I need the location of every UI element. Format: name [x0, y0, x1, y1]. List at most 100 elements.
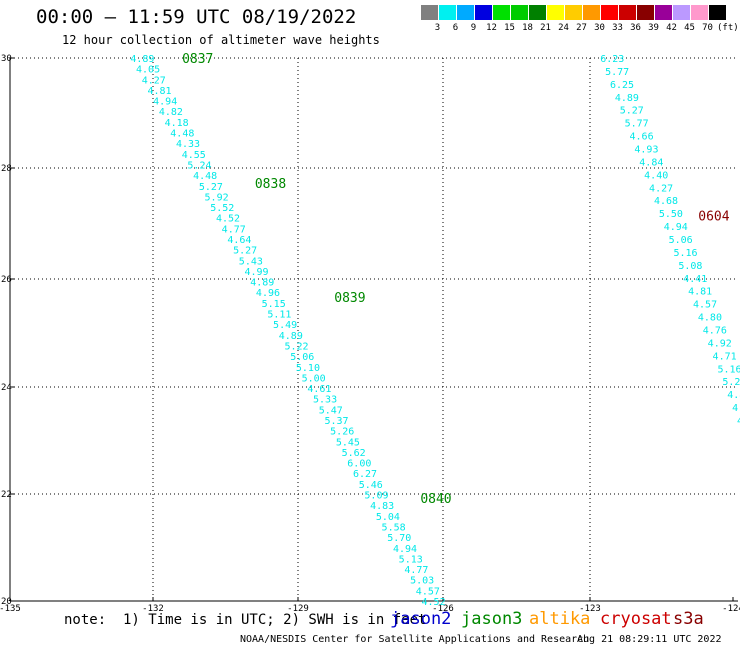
- pass-time-label: 0604: [698, 209, 729, 224]
- wave-height-value: 5.33: [313, 395, 337, 406]
- wave-height-value: 5.77: [625, 119, 649, 130]
- legend-label: 30: [594, 23, 605, 33]
- credit-line: NOAA/NESDIS Center for Satellite Applica…: [240, 634, 590, 645]
- legend-swatch: [547, 5, 564, 20]
- wave-height-value: 4.80: [698, 313, 722, 324]
- wave-height-value: 4.81: [688, 287, 712, 298]
- wave-height-value: 5.49: [273, 320, 297, 331]
- legend-label: 21: [540, 23, 551, 33]
- wave-height-value: 5.03: [410, 576, 434, 587]
- wave-height-value: 5.26: [330, 427, 354, 438]
- wave-height-value: 5.62: [342, 448, 366, 459]
- legend-label: 45: [684, 23, 695, 33]
- y-tick-label: 30: [1, 54, 12, 64]
- wave-height-value: 4.94: [664, 222, 688, 233]
- wave-height-value: 4.89: [130, 54, 154, 65]
- legend-label: 24: [558, 23, 569, 33]
- legend-swatch: [709, 5, 726, 20]
- wave-height-value: 4.84: [639, 157, 663, 168]
- footer-note: note: 1) Time is in UTC; 2) SWH is in fe…: [64, 612, 427, 628]
- wave-height-value: 4.64: [227, 235, 251, 246]
- satellite-s3a: s3a: [673, 609, 704, 629]
- color-scale-legend: 3 6 9 12 15 18 21 24 27 30 33 36 39 42 45 70 (ft): [421, 5, 739, 35]
- legend-label: 33: [612, 23, 623, 33]
- wave-height-value: 4.96: [256, 288, 280, 299]
- wave-height-value: 5.16: [673, 248, 697, 259]
- x-tick-label: -132: [142, 604, 164, 614]
- legend-label: 9: [470, 23, 477, 33]
- satellite-cryosat: cryosat: [600, 609, 672, 629]
- generated-timestamp: Aug 21 08:29:11 UTC 2022: [577, 634, 722, 645]
- legend-label: 18: [522, 23, 533, 33]
- pass-time-label: 0838: [255, 177, 286, 192]
- legend-label: 15: [504, 23, 515, 33]
- x-tick-label: -126: [432, 604, 454, 614]
- pass-time-label: 0837: [182, 52, 213, 67]
- wave-height-value: 5.50: [659, 209, 683, 220]
- wave-height-value: 4.27: [649, 183, 673, 194]
- wave-height-value: 4.40: [644, 170, 668, 181]
- wave-height-value: 4.41: [683, 274, 707, 285]
- wave-height-value: 5.04: [376, 512, 400, 523]
- wave-height-value: 4.48: [193, 171, 217, 182]
- x-tick-label: -123: [579, 604, 601, 614]
- wave-height-value: 5.24: [187, 160, 211, 171]
- legend-swatch: [529, 5, 546, 20]
- wave-height-value: 5.08: [678, 261, 702, 272]
- wave-height-value: 4.94: [153, 97, 177, 108]
- wave-height-value: 5.45: [336, 437, 360, 448]
- wave-height-value: 6.25: [610, 80, 634, 91]
- legend-label: 12: [486, 23, 497, 33]
- legend-label: 70: [702, 23, 713, 33]
- pass-time-label: 0840: [420, 492, 451, 507]
- wave-height-value: 4.05: [136, 65, 160, 76]
- satellite-jason2: jason2: [390, 609, 452, 629]
- legend-label: (ft): [717, 23, 739, 33]
- wave-height-value: 5.13: [399, 554, 423, 565]
- wave-height-value: 5.46: [359, 480, 383, 491]
- wave-height-value: 4.77: [404, 565, 428, 576]
- wave-height-value: 4.66: [630, 132, 654, 143]
- legend-swatch: [457, 5, 474, 20]
- wave-height-value: 5.43: [239, 256, 263, 267]
- legend-label: 6: [452, 23, 459, 33]
- wave-height-value: 5.00: [302, 373, 326, 384]
- wave-height-value: 4.27: [142, 75, 166, 86]
- wave-height-value: 5.16: [717, 364, 740, 375]
- legend-label: 42: [666, 23, 677, 33]
- wave-height-value: 5.37: [324, 416, 348, 427]
- wave-height-value: 5.92: [205, 192, 229, 203]
- wave-height-value: 4.89: [615, 93, 639, 104]
- wave-height-value: 6.00: [347, 459, 371, 470]
- x-tick-label: -135: [0, 604, 21, 614]
- wave-height-value: 4.94: [393, 544, 417, 555]
- wave-height-value: 5.47: [319, 405, 343, 416]
- wave-height-value: 5.10: [296, 363, 320, 374]
- wave-height-value: 4.18: [165, 118, 189, 129]
- legend-swatch: [493, 5, 510, 20]
- wave-height-value: 5.22: [284, 341, 308, 352]
- legend-swatch: [439, 5, 456, 20]
- wave-height-value: 4.57: [416, 586, 440, 597]
- y-tick-label: 26: [1, 275, 12, 285]
- wave-height-value: 4.13: [732, 403, 740, 414]
- legend-swatch: [475, 5, 492, 20]
- legend-swatch: [511, 5, 528, 20]
- legend-swatch: [601, 5, 618, 20]
- wave-height-value: 4.71: [713, 351, 737, 362]
- wave-height-value: 4.89: [279, 331, 303, 342]
- y-tick-label: 24: [1, 383, 12, 393]
- wave-height-value: 5.27: [233, 246, 257, 257]
- legend-swatch: [691, 5, 708, 20]
- legend-swatch: [583, 5, 600, 20]
- wave-height-value: 5.09: [364, 491, 388, 502]
- wave-height-value: 5.70: [387, 533, 411, 544]
- chart-subtitle: 12 hour collection of altimeter wave hei…: [62, 33, 380, 47]
- legend-swatch: [619, 5, 636, 20]
- y-tick-label: 22: [1, 490, 12, 500]
- satellite-jason3: jason3: [461, 609, 523, 629]
- wave-height-value: 4.83: [727, 390, 740, 401]
- legend-swatch: [637, 5, 654, 20]
- wave-height-value: 4.93: [634, 145, 658, 156]
